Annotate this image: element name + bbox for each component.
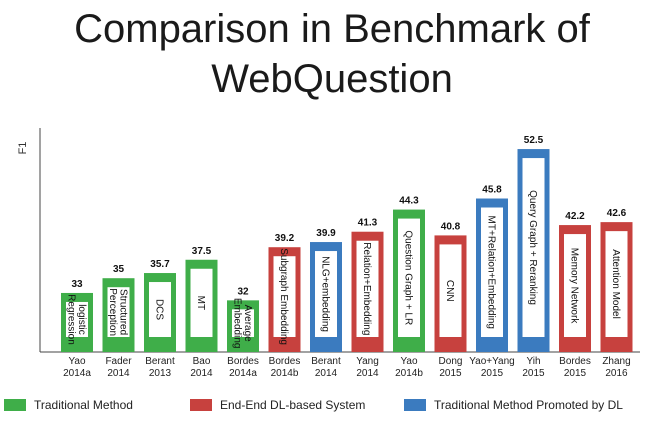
- legend-item-end-end: End-End DL-based System: [190, 398, 365, 412]
- y-axis-label: F1: [17, 142, 29, 155]
- bar-value-label: 41.3: [358, 218, 378, 229]
- chart-legend: Traditional Method End-End DL-based Syst…: [0, 392, 664, 422]
- legend-label-end-end: End-End DL-based System: [220, 398, 366, 412]
- chart-title-line-1: Comparison in Benchmark of: [74, 7, 590, 51]
- bar-chart: F1 logisticRegression 33 Yao 2014a Structured…: [17, 128, 640, 379]
- legend-label-promoted: Traditional Method Promoted by DL: [434, 398, 623, 412]
- x-tick-label: Berant 2014: [311, 356, 341, 379]
- chart-title-line-2: WebQuestion: [211, 57, 453, 101]
- x-tick-label: Dong 2015: [439, 356, 463, 379]
- x-tick-label: Berant 2013: [145, 356, 175, 379]
- x-tick-label: Fader 2014: [105, 356, 132, 379]
- x-tick-label: Yao 2014b: [395, 356, 423, 379]
- bar-method-label: Attention Model: [610, 249, 621, 319]
- chart-title: Comparison in Benchmark of WebQuestion: [0, 4, 664, 104]
- bar-value-label: 45.8: [482, 185, 502, 196]
- bar-method-label: Question Graph + LR: [403, 230, 414, 325]
- bar-method-label: Subgraph Embedding: [278, 248, 289, 345]
- x-tick-label: Yao+Yang 2015: [469, 356, 515, 379]
- x-tick-label: Yang 2014: [356, 356, 379, 379]
- bar-label-box: [605, 231, 628, 337]
- bar-value-label: 35: [113, 264, 125, 275]
- x-tick-label: Zhang 2016: [602, 356, 630, 379]
- bar-label-box: [315, 251, 337, 337]
- bar-label-box: [190, 268, 213, 337]
- bar-method-label: Memory Network: [569, 248, 580, 325]
- x-tick-label: Bao 2014: [190, 356, 213, 379]
- legend-label-traditional: Traditional Method: [34, 398, 133, 412]
- bar-label-box: [481, 207, 503, 337]
- bar-method-label: StructuredPerception: [107, 288, 129, 336]
- bar-value-label: 32: [237, 286, 249, 297]
- bar-method-label: MT: [195, 296, 206, 310]
- legend-swatch-traditional: [4, 399, 26, 411]
- bar-label-box: [66, 301, 88, 337]
- bar-value-label: 39.2: [275, 233, 295, 244]
- bar-value-label: 37.5: [192, 246, 212, 257]
- x-tick-label: Yih 2015: [522, 356, 545, 379]
- bar-label-box: [149, 282, 171, 337]
- x-tick-label: Bordes 2014b: [269, 356, 301, 379]
- bar-method-label: MT+Relation+Embedding: [486, 216, 497, 329]
- bar-value-label: 52.5: [524, 135, 544, 146]
- bar-label-box: [439, 244, 462, 337]
- bar-value-label: 35.7: [150, 259, 170, 270]
- bar-value-label: 44.3: [399, 196, 419, 207]
- bar-method-label: NLG+embedding: [320, 256, 331, 332]
- legend-item-traditional: Traditional Method: [4, 398, 133, 412]
- bar-label-box: [273, 256, 296, 337]
- x-tick-label: Bordes 2015: [559, 356, 591, 379]
- bar-label-box: [356, 240, 379, 337]
- bar-method-label: DCS: [154, 299, 165, 320]
- x-tick-label: Bordes 2014a: [227, 356, 259, 379]
- bar-label-box: [107, 287, 130, 337]
- bar-value-label: 39.9: [316, 228, 336, 239]
- bar-method-label: CNN: [444, 280, 455, 302]
- bar-value-label: 42.6: [607, 208, 627, 219]
- x-tick-label: Yao 2014a: [63, 356, 91, 379]
- legend-swatch-end-end: [190, 399, 212, 411]
- bar-label-box: [398, 218, 420, 337]
- bar-method-label: Relation+Embedding: [361, 242, 372, 335]
- bar-method-label: Query Graph + Reranking: [527, 190, 538, 305]
- bar-value-label: 33: [71, 279, 83, 290]
- bar-method-label: logisticRegression: [65, 294, 87, 345]
- bar-label-box: [522, 158, 545, 337]
- bar-value-label: 42.2: [565, 211, 585, 222]
- bar-method-label: AverageEmbedding: [231, 298, 253, 349]
- bar-label-box: [564, 234, 586, 337]
- legend-swatch-promoted: [404, 399, 426, 411]
- legend-item-promoted: Traditional Method Promoted by DL: [404, 398, 623, 412]
- bar-label-box: [232, 309, 254, 337]
- bar-value-label: 40.8: [441, 221, 461, 232]
